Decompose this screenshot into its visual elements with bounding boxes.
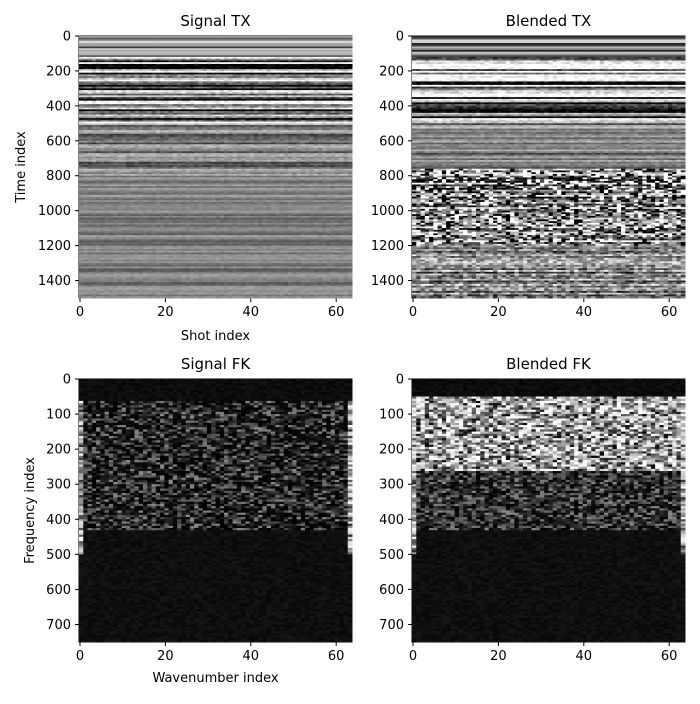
y-tick-label: 100 [46,408,71,423]
y-tick-label: 100 [379,408,404,423]
y-tick-label: 600 [46,134,71,149]
y-tick-label: 200 [379,64,404,79]
x-axis-label: Shot index [181,329,251,344]
y-tick-label: 0 [63,30,71,45]
x-tick-label: 40 [576,305,593,320]
heatmap-image [412,379,686,643]
panel-title: Signal TX [180,12,250,30]
x-tick-label: 40 [243,649,260,664]
y-tick-label: 600 [379,134,404,149]
y-tick-label: 0 [396,373,404,388]
x-tick-label: 0 [409,305,417,320]
panel-title: Blended TX [506,12,592,30]
x-tick-label: 60 [661,649,678,664]
x-tick-label: 0 [76,305,84,320]
y-tick-label: 300 [379,478,404,493]
x-tick-label: 0 [76,649,84,664]
heatmap-image [79,379,353,643]
x-tick-label: 60 [661,305,678,320]
panel-title: Blended FK [506,355,592,373]
y-tick-label: 1400 [371,274,404,289]
y-tick-label: 400 [379,99,404,114]
y-tick-label: 500 [379,548,404,563]
y-axis-label: Time index [14,131,29,204]
y-tick-label: 1000 [371,204,404,219]
x-tick-label: 20 [490,305,507,320]
y-axis-label: Frequency index [23,457,38,564]
x-axis-label: Wavenumber index [152,671,278,686]
panel-title: Signal FK [181,355,251,373]
y-tick-label: 600 [379,583,404,598]
y-tick-label: 800 [379,169,404,184]
x-tick-label: 60 [328,649,345,664]
y-tick-label: 200 [46,443,71,458]
x-tick-label: 20 [157,649,174,664]
heatmap-image [79,36,353,299]
y-tick-label: 800 [46,169,71,184]
y-tick-label: 1000 [38,204,71,219]
x-tick-label: 20 [490,649,507,664]
y-tick-label: 600 [46,583,71,598]
heatmap-image [412,36,686,299]
y-tick-label: 200 [379,443,404,458]
x-tick-label: 60 [328,305,345,320]
y-tick-label: 300 [46,478,71,493]
y-tick-label: 700 [379,618,404,633]
y-tick-label: 400 [46,513,71,528]
y-tick-label: 0 [396,30,404,45]
y-tick-label: 1200 [38,239,71,254]
x-tick-label: 40 [576,649,593,664]
y-tick-label: 1400 [38,274,71,289]
x-tick-label: 20 [157,305,174,320]
y-tick-label: 0 [63,373,71,388]
x-tick-label: 40 [243,305,260,320]
x-tick-label: 0 [409,649,417,664]
y-tick-label: 500 [46,548,71,563]
y-tick-label: 200 [46,64,71,79]
y-tick-label: 700 [46,618,71,633]
y-tick-label: 1200 [371,239,404,254]
y-tick-label: 400 [379,513,404,528]
y-tick-label: 400 [46,99,71,114]
